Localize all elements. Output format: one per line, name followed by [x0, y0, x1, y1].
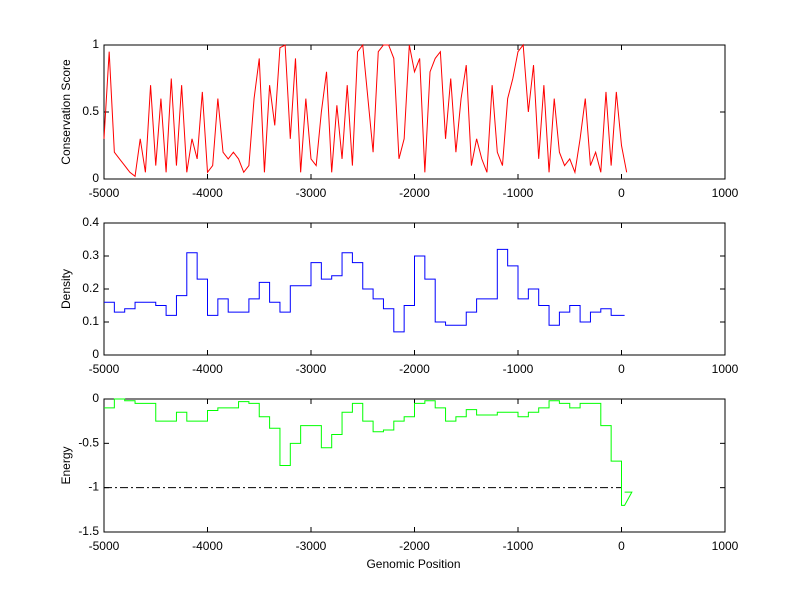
y-tick-label: 0.1	[82, 314, 99, 328]
y-tick-label: 0.3	[82, 248, 99, 262]
subplot-2: -5000 -4000 -3000 -2000 -1000 0 1000 0 0.1 0.2 0.3…	[59, 215, 739, 376]
x-tick-label: -5000	[89, 539, 120, 553]
x-tick-label: 0	[618, 539, 625, 553]
axes-box	[103, 44, 726, 180]
series-line	[104, 398, 633, 506]
x-tick-label: -5000	[89, 186, 120, 200]
y-tick-label: 0	[92, 347, 99, 361]
y-axis-label: Density	[59, 269, 73, 309]
x-tick-label: -1000	[503, 539, 534, 553]
y-tick-label: 0	[92, 391, 99, 405]
y-tick-label: 0.5	[82, 104, 99, 118]
x-tick-label: 1000	[712, 362, 739, 376]
y-tick-label: -0.5	[78, 435, 99, 449]
x-tick-label: -1000	[503, 186, 534, 200]
axes-box	[103, 398, 726, 533]
subplot-1: -5000 -4000 -3000 -2000 -1000 0 1000 0 0.5 1 Conse…	[59, 37, 739, 200]
x-tick-label: 0	[618, 186, 625, 200]
x-axis-label: Genomic Position	[366, 557, 460, 571]
x-tick-label: -5000	[89, 362, 120, 376]
y-tick-label: 0	[92, 171, 99, 185]
y-axis-label: Conservation Score	[59, 59, 73, 165]
y-tick-label: -1	[88, 480, 99, 494]
x-tick-label: -2000	[399, 539, 430, 553]
x-tick-label: -4000	[192, 186, 223, 200]
y-tick-label: 0.4	[82, 215, 99, 229]
series-line	[103, 43, 628, 178]
y-tick-label: -1.5	[78, 524, 99, 538]
x-tick-label: -1000	[503, 362, 534, 376]
y-tick-label: 0.2	[82, 281, 99, 295]
x-tick-label: -4000	[192, 362, 223, 376]
y-tick-label: 1	[92, 37, 99, 51]
series-line	[104, 248, 625, 333]
x-tick-label: 1000	[712, 539, 739, 553]
subplot-3: -5000 -4000 -3000 -2000 -1000 0 1000 -1.5 -1 -0.5…	[59, 391, 739, 571]
x-tick-label: -3000	[296, 539, 327, 553]
x-tick-label: -3000	[296, 362, 327, 376]
x-tick-label: 0	[618, 362, 625, 376]
y-axis-label: Energy	[59, 446, 73, 484]
x-tick-label: -4000	[192, 539, 223, 553]
x-tick-label: -2000	[399, 362, 430, 376]
x-tick-label: -3000	[296, 186, 327, 200]
x-tick-label: 1000	[712, 186, 739, 200]
x-tick-label: -2000	[399, 186, 430, 200]
